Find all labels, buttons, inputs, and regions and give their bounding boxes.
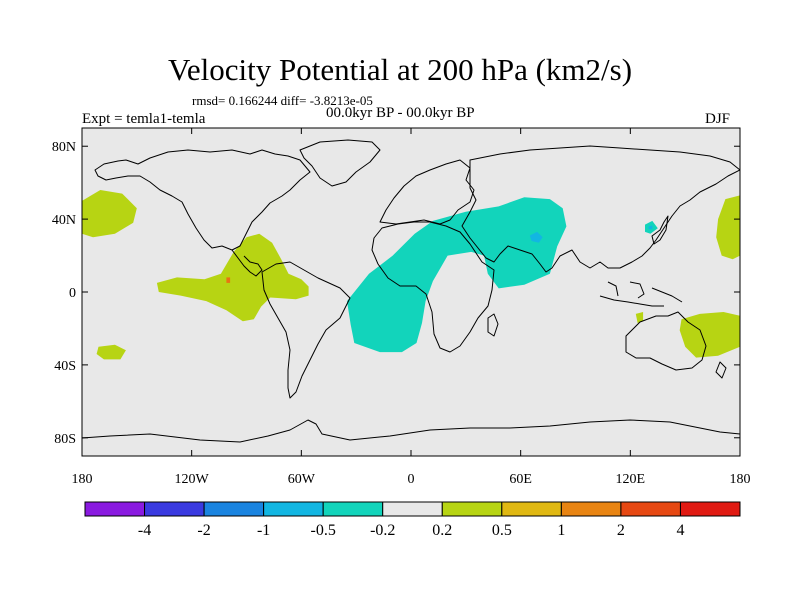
colorbar-swatch — [501, 501, 562, 517]
region-indonesia-small-positive — [635, 312, 644, 323]
lat-tick-label: 0 — [69, 286, 76, 301]
colorbar-label: 0.2 — [432, 522, 452, 539]
colorbar-swatch — [620, 501, 681, 517]
colorbar-swatch — [203, 501, 265, 517]
colorbar-label: -1 — [257, 522, 270, 539]
lat-tick-label: 40S — [54, 359, 76, 374]
coast-north-america — [94, 149, 311, 251]
period-label: 00.0kyr BP - 00.0kyr BP — [326, 105, 475, 121]
coast-greenland — [299, 139, 381, 187]
region-east-pacific-spot — [226, 277, 231, 283]
colorbar-label: 0.5 — [492, 522, 512, 539]
colorbar-swatch — [679, 501, 741, 517]
colorbar-label: 4 — [676, 522, 684, 539]
coast-south-america — [261, 261, 351, 399]
colorbar: -4 -2 -1 -0.5 -0.2 0.2 0.5 1 2 4 — [84, 501, 741, 539]
coast-australia — [625, 311, 707, 371]
colorbar-swatch — [263, 501, 324, 517]
colorbar-label: -0.5 — [311, 522, 336, 539]
coast-asia — [461, 145, 740, 273]
map-ticks: 80N 40N 0 40S 80S 180 120W 60W 0 60E 120E 180 — [52, 128, 751, 487]
colorbar-swatch — [144, 501, 205, 517]
lon-tick-label: 60E — [509, 472, 532, 487]
region-east-pacific-edge-positive — [716, 195, 740, 260]
colorbar-label: -4 — [138, 522, 151, 539]
lon-tick-label: 180 — [730, 472, 751, 487]
coast-antarctica — [82, 419, 740, 443]
coast-japan — [651, 215, 669, 245]
region-north-pacific-positive — [82, 190, 137, 238]
anomaly-regions — [82, 190, 740, 360]
colorbar-label: -2 — [197, 522, 210, 539]
coast-indonesia — [599, 281, 683, 307]
region-south-pacific-positive — [96, 344, 126, 360]
season-label: DJF — [705, 111, 731, 127]
colorbar-label: 1 — [557, 522, 565, 539]
plot-title: Velocity Potential at 200 hPa (km2/s) — [167, 52, 633, 87]
region-africa-asia-negative — [347, 197, 567, 353]
lon-tick-label: 180 — [72, 472, 93, 487]
lat-tick-label: 40N — [52, 213, 76, 228]
stats-text: rmsd= 0.166244 diff= -3.8213e-05 — [192, 93, 373, 108]
coast-europe — [379, 159, 475, 225]
lat-tick-label: 80N — [52, 140, 76, 155]
colorbar-swatch — [382, 501, 443, 517]
colorbar-label: -0.2 — [370, 522, 395, 539]
coastlines — [82, 139, 740, 443]
coast-madagascar — [487, 313, 499, 337]
coast-new-zealand — [715, 361, 727, 379]
lat-tick-label: 80S — [54, 432, 76, 447]
region-central-pacific-america-positive — [156, 233, 309, 322]
lon-tick-label: 0 — [408, 472, 415, 487]
colorbar-swatch — [322, 501, 384, 517]
lon-tick-label: 120W — [175, 472, 210, 487]
region-australia-positive — [679, 312, 740, 358]
colorbar-label: 2 — [617, 522, 625, 539]
coast-central-america — [231, 249, 263, 277]
lon-tick-label: 120E — [616, 472, 646, 487]
region-japan-negative-core — [648, 225, 653, 230]
region-africa-asia-negative-core — [529, 231, 543, 243]
colorbar-swatch — [441, 501, 503, 517]
experiment-label: Expt = temla1-temla — [82, 111, 206, 127]
colorbar-swatch — [84, 501, 146, 517]
colorbar-swatch — [560, 501, 622, 517]
lon-tick-label: 60W — [288, 472, 316, 487]
